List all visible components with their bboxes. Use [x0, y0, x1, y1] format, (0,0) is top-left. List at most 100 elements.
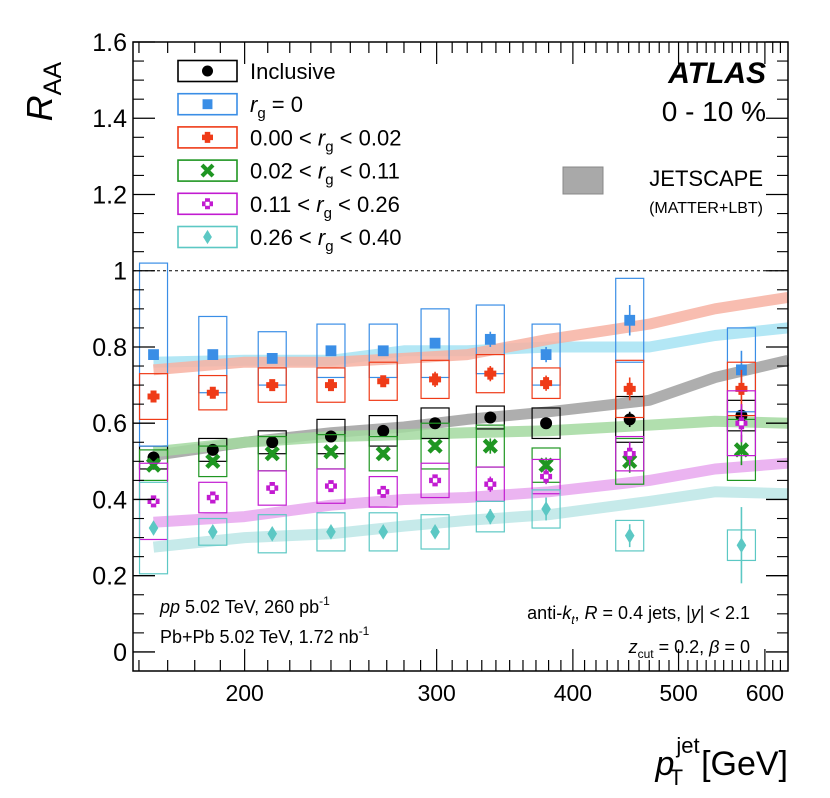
- legend-label: 0.02 < rg < 0.11: [250, 159, 400, 189]
- plot-frame: [132, 41, 789, 672]
- legend-label-r: r: [250, 92, 259, 117]
- data-point: [484, 333, 496, 345]
- legend-label-prefix: 0.02 <: [250, 159, 318, 184]
- series-group: [138, 262, 757, 447]
- data-point-hole: [627, 451, 632, 456]
- series-group: [138, 481, 757, 584]
- x-axis-title: pjet T [GeV]: [654, 733, 788, 790]
- y-tick-label: 0.4: [92, 486, 127, 514]
- legend-marker: [203, 229, 212, 245]
- data-point: [377, 345, 389, 357]
- legend-label-suffix: < 0.26: [332, 192, 400, 217]
- systematic-box: [615, 435, 645, 472]
- x-tick-label: 400: [554, 680, 592, 706]
- systematic-box: [615, 359, 645, 419]
- data-point: [736, 537, 747, 553]
- legend-label: rg = 0: [250, 92, 303, 122]
- pp-annotation: pp 5.02 TeV, 260 pb-1: [159, 594, 330, 617]
- theory-bands: [152, 291, 790, 553]
- systematic-box: [368, 414, 398, 447]
- systematic-box: [368, 435, 398, 472]
- systematic-box: [475, 405, 505, 430]
- data-point-hole: [432, 478, 438, 483]
- data-point: [624, 527, 635, 544]
- legend-label-suffix: = 0: [266, 92, 303, 117]
- legend-marker-hole: [205, 201, 210, 206]
- data-point: [266, 353, 278, 364]
- systematic-box: [138, 481, 169, 575]
- x-tick-label: 600: [746, 680, 784, 706]
- systematic-box: [198, 445, 228, 478]
- data-point: [325, 345, 337, 357]
- systematic-box: [615, 519, 645, 552]
- y-tick-label: 1.2: [92, 181, 127, 209]
- jetscape-band: [152, 415, 789, 458]
- axes: 0 0.2 0.4 0.6 0.8 1 1.2 1.4 1.6 200 300 400 500 600: [92, 29, 788, 706]
- legend-label: 0.26 < rg < 0.40: [250, 225, 401, 255]
- data-point: [266, 379, 279, 392]
- data-point: [326, 524, 336, 540]
- data-point: [735, 382, 748, 395]
- data-point: [205, 453, 221, 469]
- data-point: [429, 337, 441, 349]
- legend-label-sub: g: [324, 205, 332, 222]
- data-point: [208, 524, 218, 540]
- legend-label-sub: g: [257, 105, 265, 122]
- systematic-box: [726, 390, 757, 457]
- data-point: [484, 367, 497, 380]
- systematic-box: [198, 481, 228, 514]
- data-point: [623, 382, 636, 395]
- systematic-box: [531, 407, 561, 440]
- data-point: [736, 364, 747, 376]
- data-point: [206, 386, 219, 399]
- y-tick-label: 1.6: [92, 29, 127, 57]
- data-point: [733, 442, 750, 458]
- data-point: [429, 373, 442, 386]
- data-point: [148, 520, 159, 536]
- data-point: [145, 457, 162, 473]
- data-point: [377, 424, 390, 437]
- legend-marker: [202, 99, 213, 110]
- data-point: [267, 525, 278, 542]
- legend-label-r: r: [318, 225, 327, 250]
- systematic-box: [420, 422, 450, 470]
- data-point: [540, 349, 552, 360]
- systematic-box: [368, 475, 398, 508]
- systematic-box: [257, 470, 287, 506]
- systematic-box: [257, 514, 287, 554]
- data-points: [138, 262, 757, 584]
- y-tick-label: 0.8: [92, 334, 127, 362]
- data-point: [264, 446, 280, 462]
- data-point: [541, 501, 551, 517]
- legend-marker: [202, 131, 213, 143]
- data-point-hole: [151, 499, 156, 504]
- data-point: [377, 375, 390, 388]
- legend-label-r: r: [318, 125, 327, 150]
- legend-label-sub: g: [325, 172, 333, 189]
- systematic-box: [316, 512, 346, 552]
- systematic-box: [316, 468, 346, 504]
- data-point: [484, 411, 497, 424]
- systematic-box: [138, 262, 169, 447]
- series-group: [138, 353, 757, 420]
- data-point: [427, 438, 443, 454]
- legend-label-sub: g: [325, 238, 333, 255]
- data-point: [485, 508, 496, 525]
- x-tick-label: 200: [225, 680, 263, 706]
- y-tick-label: 0.2: [92, 563, 127, 591]
- jetscape-legend-swatch: [562, 166, 604, 195]
- systematic-box: [316, 367, 346, 403]
- y-tick-label: 0: [113, 639, 127, 667]
- y-tick-label: 1: [113, 258, 127, 286]
- x-tick-label: 300: [417, 680, 455, 706]
- jetscape-legend-label: JETSCAPE: [649, 166, 763, 191]
- systematic-box: [257, 367, 287, 403]
- systematic-box: [420, 462, 450, 499]
- systematic-box: [368, 512, 398, 552]
- systematic-box: [531, 458, 561, 495]
- systematic-box: [198, 517, 228, 546]
- data-point: [378, 524, 389, 540]
- legend-label-prefix: 0.26 <: [250, 225, 318, 250]
- legend-label-suffix: < 0.02: [334, 125, 402, 150]
- systematic-box: [420, 514, 450, 550]
